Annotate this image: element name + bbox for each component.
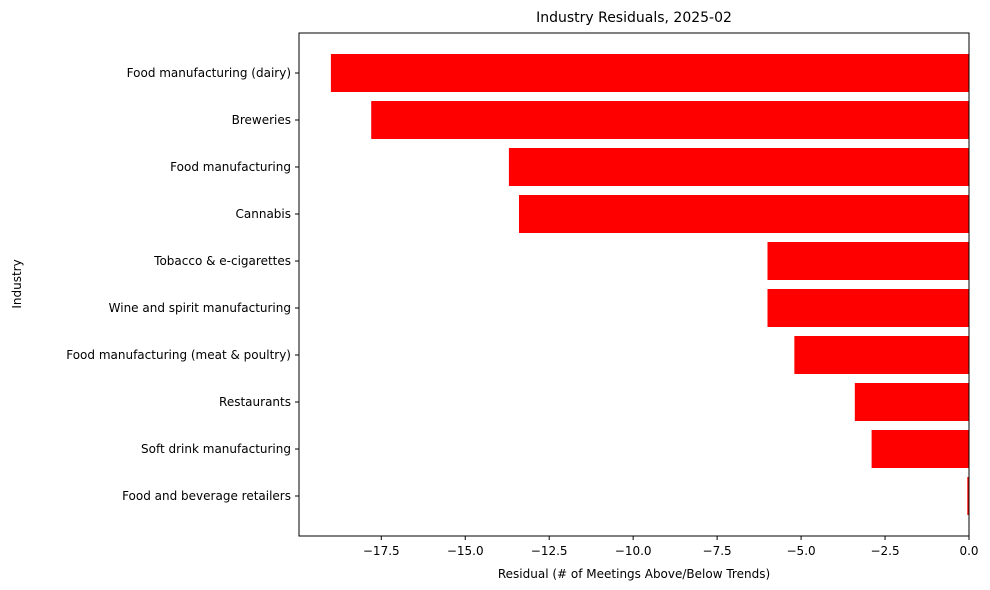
bar [371,101,969,139]
bar [518,195,969,233]
y-tick-label: Food manufacturing (meat & poultry) [66,348,291,362]
y-tick-label: Food manufacturing [170,160,291,174]
y-tick-label: Cannabis [236,207,292,221]
x-tick-label: −5.0 [787,544,816,558]
bar [794,336,969,374]
x-tick-label: −7.5 [703,544,732,558]
y-tick-label: Tobacco & e-cigarettes [153,254,291,268]
y-tick-label: Soft drink manufacturing [141,442,291,456]
bar [767,242,969,280]
bar [330,54,969,92]
plot-frame [298,32,970,537]
x-tick-label: 0.0 [959,544,978,558]
x-axis-label: Residual (# of Meetings Above/Below Tren… [498,567,770,581]
x-tick-label: −10.0 [615,544,652,558]
bar [871,430,969,468]
x-tick-label: −2.5 [870,544,899,558]
x-tick-label: −12.5 [531,544,568,558]
x-tick-label: −15.0 [447,544,484,558]
y-tick-label: Restaurants [219,395,291,409]
bar [854,383,969,421]
bars-group [330,54,969,515]
x-axis-ticks: −17.5 −15.0 −12.5 −10.0 −7.5 −5.0 −2.5 0.0 [363,536,979,558]
y-tick-label: Wine and spirit manufacturing [109,301,291,315]
bar [508,148,969,186]
x-tick-label: −17.5 [363,544,400,558]
y-axis-label: Industry [10,259,24,308]
bar [967,477,969,515]
chart-title: Industry Residuals, 2025-02 [536,10,732,26]
y-tick-label: Food manufacturing (dairy) [127,66,291,80]
y-tick-label: Breweries [232,113,291,127]
y-axis-ticks: Food manufacturing (dairy) Breweries Food … [66,66,299,503]
y-tick-label: Food and beverage retailers [122,489,291,503]
bar [767,289,969,327]
